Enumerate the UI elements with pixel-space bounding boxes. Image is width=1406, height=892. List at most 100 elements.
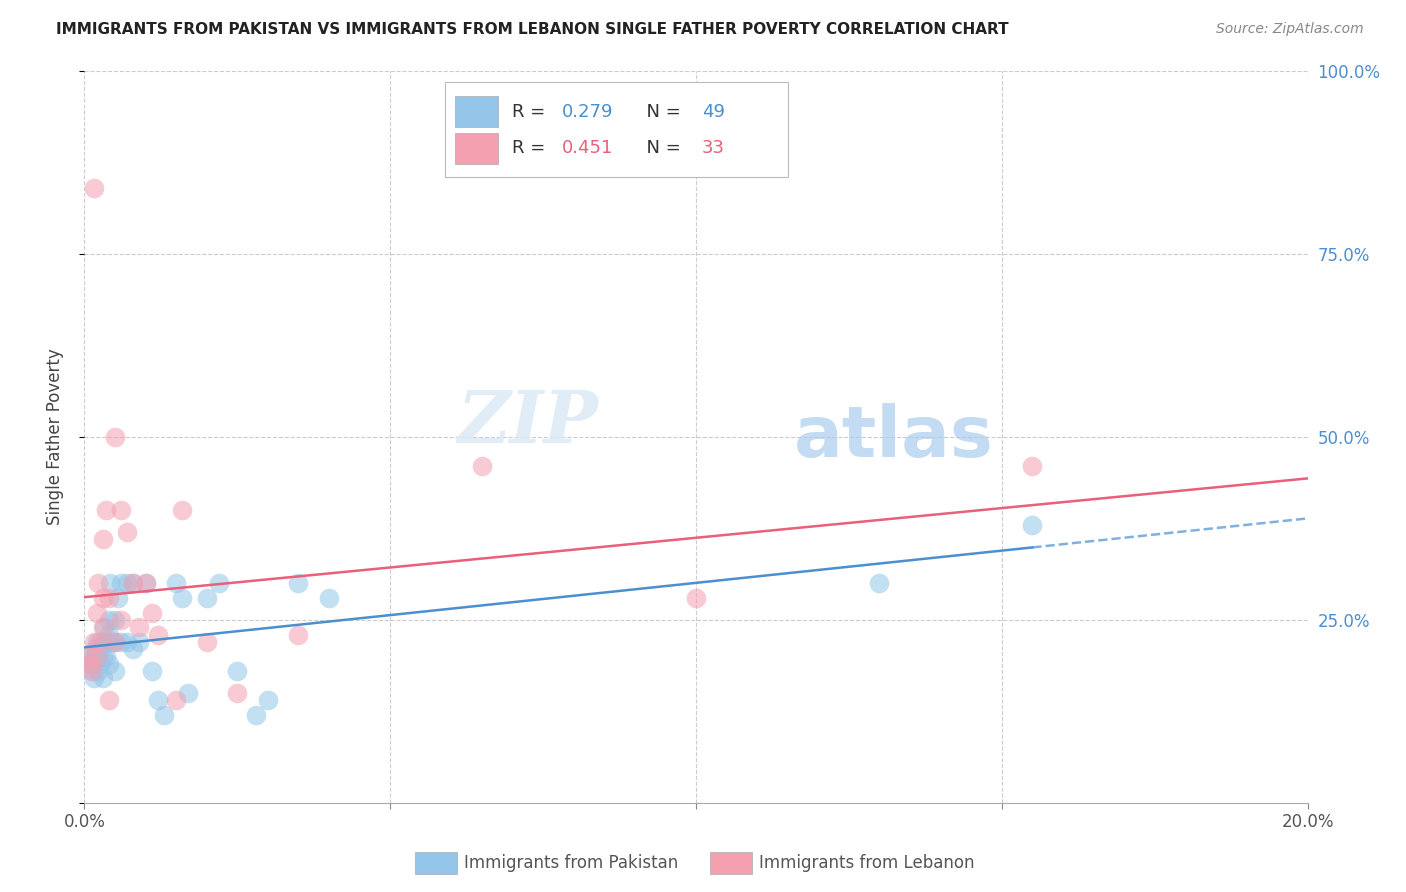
Point [101, 635, 124, 649]
Point [135, 576, 157, 591]
Point [869, 576, 891, 591]
Point [79, 657, 101, 671]
Point [122, 576, 145, 591]
Point [83, 181, 105, 195]
Text: R =: R = [513, 103, 551, 120]
Point [287, 576, 309, 591]
Text: 49: 49 [702, 103, 725, 120]
Point [89, 657, 111, 671]
Text: atlas: atlas [794, 402, 994, 472]
Point [77, 649, 100, 664]
Point [172, 591, 194, 605]
Point [86, 635, 108, 649]
Point [685, 591, 707, 605]
Point [80, 664, 103, 678]
FancyBboxPatch shape [456, 96, 498, 127]
Point [107, 591, 129, 605]
Point [115, 525, 138, 540]
Point [110, 503, 132, 517]
Point [195, 635, 218, 649]
Point [287, 627, 309, 641]
Point [195, 591, 218, 605]
Point [153, 708, 176, 723]
Point [89, 635, 111, 649]
Point [141, 664, 163, 678]
Point [97, 613, 120, 627]
Text: Source: ZipAtlas.com: Source: ZipAtlas.com [1216, 22, 1364, 37]
Text: N =: N = [636, 139, 686, 157]
Point [97, 627, 120, 641]
Point [86, 649, 108, 664]
Point [245, 708, 267, 723]
Point [177, 686, 200, 700]
Point [208, 576, 231, 591]
Point [122, 642, 145, 657]
FancyBboxPatch shape [456, 133, 498, 163]
Text: Immigrants from Pakistan: Immigrants from Pakistan [464, 854, 678, 871]
Point [128, 620, 150, 634]
Point [110, 635, 132, 649]
Text: Immigrants from Lebanon: Immigrants from Lebanon [759, 854, 974, 871]
Text: 0.279: 0.279 [561, 103, 613, 120]
Point [104, 664, 127, 678]
Text: ZIP: ZIP [457, 387, 598, 458]
Point [91, 649, 114, 664]
Y-axis label: Single Father Poverty: Single Father Poverty [45, 349, 63, 525]
Point [91, 635, 114, 649]
Point [122, 576, 145, 591]
Point [94, 635, 117, 649]
Point [115, 576, 138, 591]
Point [110, 613, 132, 627]
Point [128, 635, 150, 649]
Point [94, 649, 117, 664]
Point [110, 576, 132, 591]
Point [86, 649, 108, 664]
Point [135, 576, 157, 591]
Point [226, 686, 249, 700]
Point [83, 649, 105, 664]
Point [146, 693, 169, 707]
Point [91, 591, 114, 605]
Point [257, 693, 280, 707]
Point [83, 672, 105, 686]
Point [91, 620, 114, 634]
Text: 0.451: 0.451 [561, 139, 613, 157]
Point [79, 657, 101, 671]
Point [115, 635, 138, 649]
Point [83, 635, 105, 649]
Point [98, 576, 121, 591]
Point [86, 606, 108, 620]
Point [91, 672, 114, 686]
Point [97, 693, 120, 707]
Point [84, 642, 107, 657]
Point [318, 591, 340, 605]
Point [97, 657, 120, 671]
Point [1021, 459, 1043, 474]
Point [87, 576, 110, 591]
Point [226, 664, 249, 678]
Point [104, 635, 127, 649]
Point [104, 613, 127, 627]
Point [1021, 517, 1043, 532]
Point [97, 591, 120, 605]
Point [471, 459, 494, 474]
Point [94, 503, 117, 517]
Point [104, 430, 127, 444]
Point [104, 635, 127, 649]
Text: IMMIGRANTS FROM PAKISTAN VS IMMIGRANTS FROM LEBANON SINGLE FATHER POVERTY CORREL: IMMIGRANTS FROM PAKISTAN VS IMMIGRANTS F… [56, 22, 1010, 37]
Point [165, 693, 187, 707]
Point [80, 664, 103, 678]
Point [89, 642, 111, 657]
Point [87, 664, 110, 678]
Point [146, 627, 169, 641]
FancyBboxPatch shape [446, 82, 787, 178]
Point [165, 576, 187, 591]
Point [93, 620, 115, 634]
Point [141, 606, 163, 620]
Text: R =: R = [513, 139, 551, 157]
Point [77, 649, 100, 664]
Point [91, 533, 114, 547]
Text: 33: 33 [702, 139, 725, 157]
Text: N =: N = [636, 103, 686, 120]
Point [172, 503, 194, 517]
